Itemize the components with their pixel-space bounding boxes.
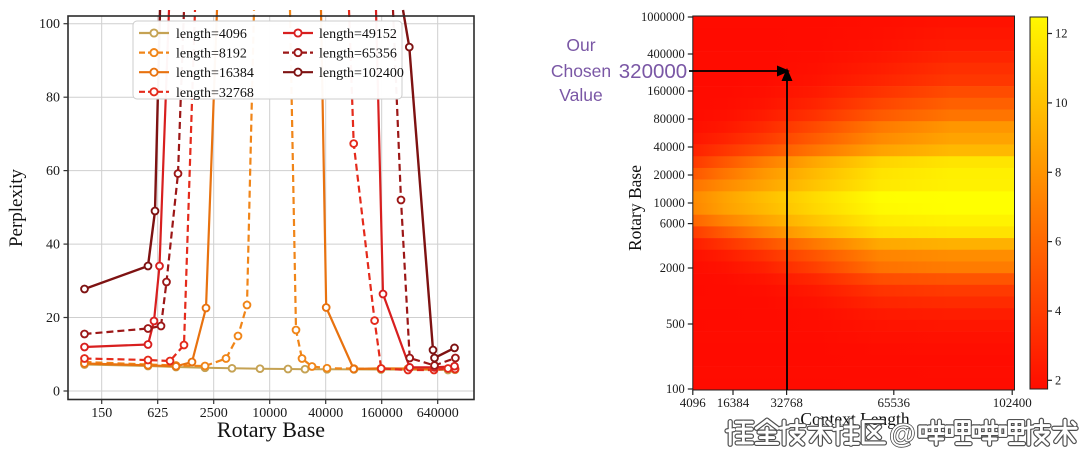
svg-text:2500: 2500	[200, 406, 228, 421]
svg-text:100: 100	[666, 382, 685, 396]
svg-text:150: 150	[91, 406, 112, 421]
svg-text:500: 500	[666, 317, 685, 331]
svg-text:Rotary Base: Rotary Base	[625, 165, 645, 251]
svg-text:Rotary Base: Rotary Base	[217, 417, 325, 442]
svg-text:160000: 160000	[361, 406, 403, 421]
svg-text:60: 60	[46, 164, 60, 179]
svg-text:1000000: 1000000	[641, 10, 685, 24]
svg-text:40: 40	[46, 238, 60, 253]
svg-text:40000: 40000	[308, 406, 343, 421]
svg-text:Perplexity: Perplexity	[6, 168, 27, 247]
svg-text:length=32768: length=32768	[176, 86, 254, 101]
svg-text:320000: 320000	[619, 60, 687, 83]
svg-text:6: 6	[1055, 235, 1061, 249]
svg-text:@: @	[889, 419, 915, 449]
svg-text:length=4096: length=4096	[176, 27, 247, 42]
svg-text:length=49152: length=49152	[319, 27, 397, 42]
svg-text:12: 12	[1055, 27, 1068, 41]
svg-text:4096: 4096	[680, 395, 707, 410]
svg-text:160000: 160000	[647, 84, 685, 98]
svg-text:32768: 32768	[770, 395, 803, 410]
svg-text:length=8192: length=8192	[176, 47, 247, 62]
svg-text:80: 80	[46, 91, 60, 106]
svg-text:65536: 65536	[878, 395, 911, 410]
svg-text:length=65356: length=65356	[319, 47, 397, 62]
svg-text:2000: 2000	[660, 261, 685, 275]
svg-text:2: 2	[1055, 373, 1061, 387]
svg-text:80000: 80000	[654, 112, 685, 126]
svg-text:Our: Our	[566, 35, 595, 55]
svg-text:Value: Value	[559, 85, 602, 105]
svg-text:100: 100	[39, 17, 60, 32]
svg-text:400000: 400000	[647, 47, 685, 61]
svg-text:4: 4	[1055, 304, 1062, 318]
svg-text:Chosen: Chosen	[551, 61, 611, 81]
svg-text:length=16384: length=16384	[176, 66, 254, 81]
svg-text:8: 8	[1055, 165, 1061, 179]
svg-text:6000: 6000	[660, 217, 685, 231]
svg-text:625: 625	[147, 406, 168, 421]
svg-text:20: 20	[46, 311, 60, 326]
svg-text:0: 0	[53, 385, 60, 400]
svg-text:10000: 10000	[252, 406, 287, 421]
svg-text:20000: 20000	[654, 168, 685, 182]
svg-text:length=102400: length=102400	[319, 66, 404, 81]
svg-text:102400: 102400	[993, 395, 1032, 410]
svg-text:10: 10	[1055, 96, 1068, 110]
svg-text:16384: 16384	[717, 395, 750, 410]
svg-text:40000: 40000	[654, 140, 685, 154]
svg-text:10000: 10000	[654, 196, 685, 210]
svg-text:640000: 640000	[417, 406, 459, 421]
